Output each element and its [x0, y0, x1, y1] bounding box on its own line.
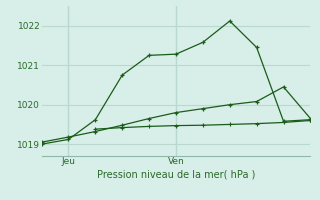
X-axis label: Pression niveau de la mer( hPa ): Pression niveau de la mer( hPa ) [97, 169, 255, 179]
